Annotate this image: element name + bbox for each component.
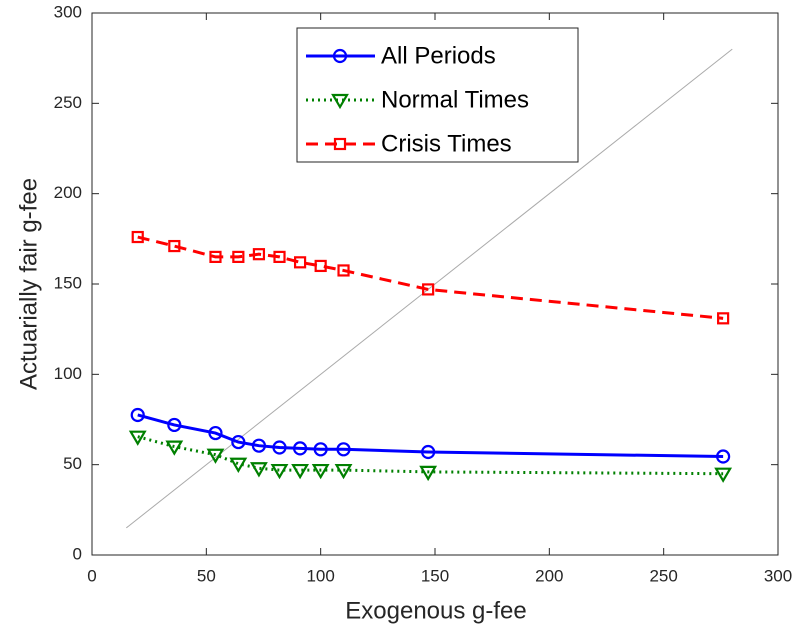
marker (714, 467, 733, 483)
y-tick-label: 250 (54, 93, 82, 112)
marker (252, 248, 266, 261)
marker (131, 230, 144, 244)
marker (314, 259, 327, 273)
marker (336, 442, 351, 457)
marker (231, 434, 246, 450)
marker (333, 137, 347, 151)
y-tick-label: 150 (54, 273, 82, 292)
marker (293, 256, 307, 269)
marker (209, 250, 222, 263)
series-line (137, 235, 724, 320)
marker (717, 312, 730, 325)
marker (167, 417, 182, 433)
marker (291, 463, 310, 480)
marker (337, 264, 350, 277)
marker (128, 430, 147, 446)
x-tick-label: 100 (306, 566, 334, 585)
legend-label: Crisis Times (381, 130, 512, 157)
legend: All Periods Normal Times Crisis Times (296, 27, 579, 163)
marker (334, 463, 353, 480)
marker (206, 448, 225, 464)
marker (229, 457, 248, 473)
marker (292, 441, 308, 456)
y-tick-label: 0 (73, 544, 82, 563)
marker (208, 425, 223, 441)
marker (273, 250, 286, 263)
y-tick-label: 50 (63, 454, 82, 473)
marker (419, 465, 438, 482)
marker (130, 407, 145, 423)
x-tick-label: 300 (764, 566, 792, 585)
axes-box (91, 12, 779, 556)
y-tick-label: 300 (54, 2, 82, 21)
y-axis-label: Actuarially fair g-fee (15, 178, 42, 390)
marker (313, 442, 328, 457)
marker (251, 438, 267, 453)
marker (421, 444, 436, 460)
y-tick-label: 200 (54, 183, 82, 202)
legend-label: All Periods (381, 42, 496, 69)
marker (272, 440, 287, 455)
x-tick-label: 150 (421, 566, 449, 585)
marker (270, 463, 289, 480)
series-line (137, 413, 724, 459)
x-tick-label: 200 (535, 566, 563, 585)
marker (332, 48, 348, 64)
marker (311, 463, 330, 480)
x-axis-label: Exogenous g-fee (345, 597, 526, 624)
x-tick-label: 50 (197, 566, 216, 585)
y-tick-label: 100 (54, 364, 82, 383)
marker (165, 440, 184, 456)
x-tick-label: 250 (649, 566, 677, 585)
reference-line (125, 48, 733, 529)
marker (716, 449, 731, 464)
marker (168, 239, 181, 253)
marker (422, 283, 435, 296)
marker (232, 250, 245, 263)
legend-label: Normal Times (381, 86, 529, 113)
marker (250, 462, 268, 478)
marker (331, 93, 349, 110)
x-tick-label: 0 (87, 566, 96, 585)
